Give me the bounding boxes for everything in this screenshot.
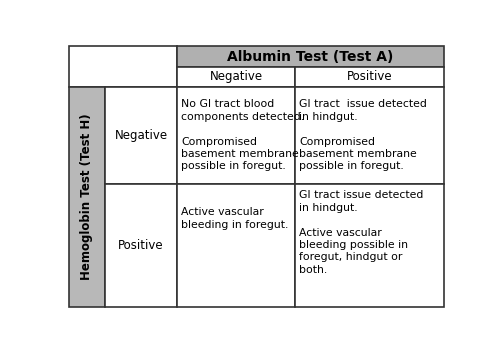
Text: Positive: Positive bbox=[118, 239, 164, 252]
Text: Positive: Positive bbox=[346, 70, 392, 83]
Bar bbox=[105, 87, 177, 184]
Bar bbox=[295, 184, 444, 307]
Text: Negative: Negative bbox=[114, 129, 168, 142]
Bar bbox=[177, 67, 295, 87]
Text: No GI tract blood
components detected.

Compromised
basement membrane
possible i: No GI tract blood components detected. C… bbox=[181, 99, 304, 171]
Text: GI tract issue detected
in hindgut.

Active vascular
bleeding possible in
foregu: GI tract issue detected in hindgut. Acti… bbox=[299, 191, 423, 275]
Text: Hemoglobin Test (Test H): Hemoglobin Test (Test H) bbox=[80, 113, 94, 280]
Bar bbox=[68, 87, 105, 307]
Text: Negative: Negative bbox=[210, 70, 262, 83]
Bar bbox=[177, 46, 444, 67]
Bar bbox=[105, 184, 177, 307]
Bar bbox=[295, 87, 444, 184]
Bar bbox=[177, 184, 295, 307]
Text: GI tract  issue detected
in hindgut.

Compromised
basement membrane
possible in : GI tract issue detected in hindgut. Comp… bbox=[299, 99, 427, 171]
Text: Active vascular
bleeding in foregut.: Active vascular bleeding in foregut. bbox=[181, 207, 288, 230]
Bar bbox=[177, 87, 295, 184]
Bar bbox=[68, 46, 177, 87]
Bar bbox=[295, 67, 444, 87]
Text: Albumin Test (Test A): Albumin Test (Test A) bbox=[228, 50, 394, 64]
